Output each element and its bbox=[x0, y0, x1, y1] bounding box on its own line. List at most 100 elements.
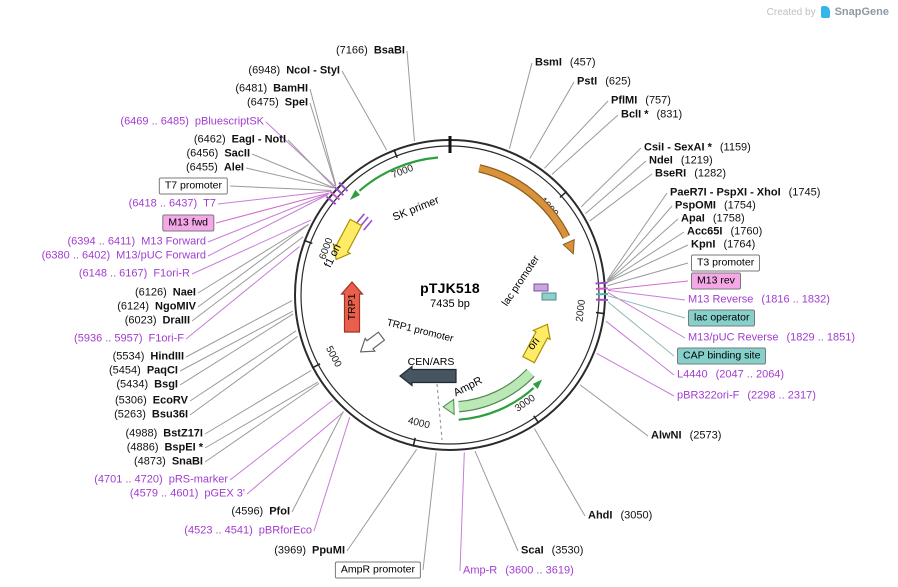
lac-promoter-label: lac promoter bbox=[500, 253, 543, 309]
callout-line bbox=[185, 300, 293, 358]
feature-range-label[interactable]: M13/pUC Reverse (1829 .. 1851) bbox=[688, 332, 855, 345]
cap-binding-mark[interactable] bbox=[541, 292, 557, 301]
feature-range-label[interactable]: (6469 .. 6485) pBluescriptSK bbox=[120, 116, 264, 129]
restriction-site-label[interactable]: PstI (625) bbox=[577, 76, 631, 89]
plasmid-name: pTJK518 bbox=[420, 280, 480, 296]
restriction-site-label[interactable]: (5263) Bsu36I bbox=[114, 409, 188, 422]
label-name: AleI bbox=[223, 161, 244, 174]
restriction-site-label[interactable]: BclI * (831) bbox=[621, 109, 682, 122]
callout-line bbox=[607, 292, 686, 339]
primer-label[interactable]: M13 rev bbox=[691, 272, 741, 290]
promoter-label[interactable]: T7 promoter bbox=[158, 177, 228, 195]
ampr-thin-arrow[interactable] bbox=[458, 387, 535, 421]
insert-orange-arc[interactable] bbox=[478, 165, 570, 239]
callout-line bbox=[189, 330, 297, 402]
feature-range-label[interactable]: M13 Reverse (1816 .. 1832) bbox=[688, 294, 830, 307]
feature-range-label[interactable]: Amp-R (3600 .. 3619) bbox=[463, 565, 574, 578]
label-name: ScaI bbox=[521, 544, 544, 557]
feature-range-label[interactable]: (6148 .. 6167) F1ori-R bbox=[79, 268, 190, 281]
restriction-site-label[interactable]: (6948) NcoI - StyI bbox=[248, 65, 340, 78]
label-name: BamHI bbox=[273, 82, 308, 95]
promoter-label[interactable]: AmpR promoter bbox=[334, 561, 421, 579]
lacz-green-arrow[interactable] bbox=[358, 156, 439, 192]
label-name: PspOMI bbox=[675, 199, 716, 212]
restriction-site-label[interactable]: (7166) BsaBI bbox=[336, 45, 405, 58]
restriction-site-label[interactable]: (4886) BspEI * bbox=[127, 442, 203, 455]
restriction-site-label[interactable]: (5434) BsgI bbox=[116, 379, 178, 392]
plasmid-size: 7435 bp bbox=[430, 298, 470, 310]
label-name: AlwNI bbox=[651, 429, 682, 442]
label-name: PaqCI bbox=[146, 364, 178, 377]
label-name: pBR322ori-F bbox=[677, 389, 740, 402]
label-position: (1760) bbox=[730, 225, 763, 238]
callout-line bbox=[191, 219, 312, 275]
restriction-site-label[interactable]: NdeI (1219) bbox=[649, 155, 713, 168]
feature-range-label[interactable]: (6394 .. 6411) M13 Forward bbox=[68, 236, 206, 249]
feature-range-label[interactable]: (4579 .. 4601) pGEX 3' bbox=[130, 488, 245, 501]
binding-site-label[interactable]: lac operator bbox=[688, 309, 756, 327]
restriction-site-label[interactable]: (6124) NgoMIV bbox=[117, 301, 196, 314]
restriction-site-label[interactable]: AlwNI (2573) bbox=[651, 430, 721, 443]
feature-range-label[interactable]: (6380 .. 6402) M13/pUC Forward bbox=[42, 250, 206, 263]
restriction-site-label[interactable]: ApaI (1758) bbox=[681, 213, 745, 226]
label-position: (1219) bbox=[680, 154, 713, 167]
feature-range-label[interactable]: pBR322ori-F (2298 .. 2317) bbox=[677, 390, 816, 403]
restriction-site-label[interactable]: (4988) BstZ17I bbox=[125, 428, 203, 441]
restriction-site-label[interactable]: (5306) EcoRV bbox=[115, 395, 188, 408]
label-position: (2047 .. 2064) bbox=[715, 368, 785, 381]
callout-line bbox=[551, 114, 619, 175]
label-name: NcoI - StyI bbox=[286, 64, 340, 77]
ampr-arc[interactable] bbox=[458, 369, 534, 412]
label-position: (6469 .. 6485) bbox=[120, 115, 189, 128]
trp1-gene-arrow[interactable] bbox=[340, 281, 364, 333]
primer-label[interactable]: M13 fwd bbox=[162, 214, 214, 232]
restriction-site-label[interactable]: PflMI (757) bbox=[611, 95, 671, 108]
restriction-site-label[interactable]: PspOMI (1754) bbox=[675, 200, 756, 213]
restriction-site-label[interactable]: Acc65I (1760) bbox=[687, 226, 762, 239]
label-position: (1159) bbox=[719, 141, 751, 154]
cen-ars-arrow[interactable] bbox=[399, 365, 457, 387]
feature-range-label[interactable]: (4523 .. 4541) pBRforEco bbox=[184, 525, 312, 538]
restriction-site-label[interactable]: (3969) PpuMI bbox=[274, 545, 345, 558]
restriction-site-label[interactable]: (4596) PfoI bbox=[231, 506, 290, 519]
restriction-site-label[interactable]: (4873) SnaBI bbox=[134, 456, 203, 469]
restriction-site-label[interactable]: (5454) PaqCI bbox=[109, 365, 178, 378]
promoter-label[interactable]: T3 promoter bbox=[691, 254, 761, 272]
restriction-site-label[interactable]: (6456) SacII bbox=[187, 148, 250, 161]
restriction-site-label[interactable]: ScaI (3530) bbox=[521, 545, 583, 558]
callout-line bbox=[179, 313, 294, 386]
label-position: (6124) bbox=[117, 300, 150, 313]
callout-line bbox=[606, 192, 668, 281]
callout-line bbox=[197, 223, 309, 294]
callout-line bbox=[191, 236, 304, 322]
feature-range-label[interactable]: (6418 .. 6437) T7 bbox=[129, 198, 216, 211]
trp1-promoter-label: TRP1 promoter bbox=[385, 318, 455, 345]
binding-site-label[interactable]: CAP binding site bbox=[677, 347, 767, 365]
restriction-site-label[interactable]: CsiI - SexAI * (1159) bbox=[644, 142, 751, 155]
restriction-site-label[interactable]: PaeR7I - PspXI - XhoI (1745) bbox=[670, 187, 820, 200]
label-position: (4596) bbox=[231, 505, 264, 518]
lac-operator-mark[interactable] bbox=[533, 283, 549, 292]
restriction-site-label[interactable]: KpnI (1764) bbox=[691, 239, 755, 252]
callout-line bbox=[607, 289, 686, 301]
restriction-site-label[interactable]: (6023) DraIII bbox=[125, 315, 190, 328]
feature-range-label[interactable]: (5936 .. 5957) F1ori-F bbox=[74, 333, 184, 346]
label-position: (3969) bbox=[274, 544, 306, 557]
restriction-site-label[interactable]: (6462) EagI - NotI bbox=[194, 134, 286, 147]
feature-range-label[interactable]: L4440 (2047 .. 2064) bbox=[677, 369, 784, 382]
trp1-promoter-arrow[interactable] bbox=[356, 330, 386, 358]
ori-arrow[interactable] bbox=[520, 320, 556, 364]
restriction-site-label[interactable]: BseRI (1282) bbox=[655, 168, 726, 181]
callout-line bbox=[607, 218, 679, 282]
restriction-site-label[interactable]: AhdI (3050) bbox=[588, 510, 652, 523]
restriction-site-label[interactable]: BsmI (457) bbox=[535, 57, 596, 70]
restriction-site-label[interactable]: (6126) NaeI bbox=[135, 287, 196, 300]
restriction-site-label[interactable]: (6455) AleI bbox=[186, 162, 244, 175]
restriction-site-label[interactable]: (6475) SpeI bbox=[247, 97, 308, 110]
feature-range-label[interactable]: (4701 .. 4720) pRS-marker bbox=[94, 474, 228, 487]
restriction-site-label[interactable]: (5534) HindIII bbox=[113, 351, 184, 364]
callout-line bbox=[291, 411, 344, 513]
callout-line bbox=[309, 102, 337, 187]
f1-ori-arrow[interactable] bbox=[328, 218, 364, 264]
restriction-site-label[interactable]: (6481) BamHI bbox=[235, 83, 308, 96]
